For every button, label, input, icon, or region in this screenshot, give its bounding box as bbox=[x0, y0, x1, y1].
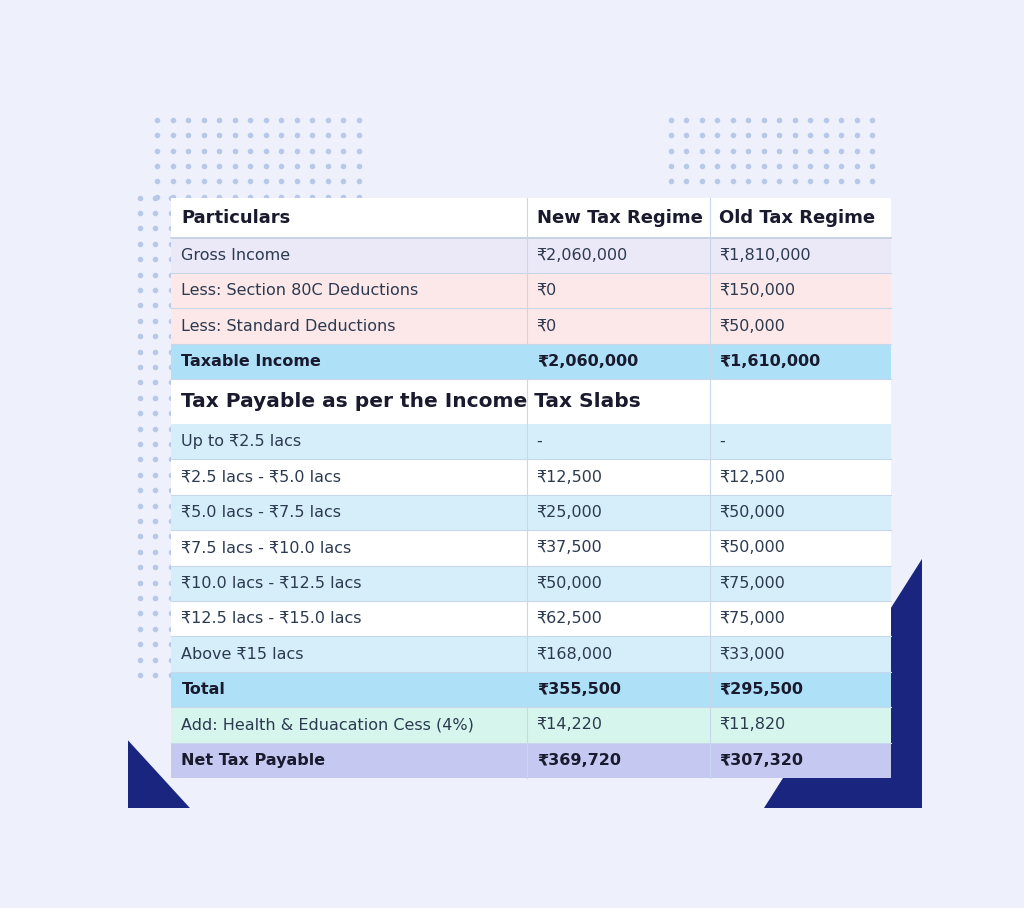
Text: Total: Total bbox=[181, 682, 225, 697]
Text: ₹150,000: ₹150,000 bbox=[719, 283, 796, 298]
Text: ₹0: ₹0 bbox=[537, 283, 557, 298]
Text: -: - bbox=[719, 434, 725, 449]
Text: ₹62,500: ₹62,500 bbox=[537, 611, 602, 627]
Text: Up to ₹2.5 lacs: Up to ₹2.5 lacs bbox=[181, 434, 302, 449]
Bar bbox=[171, 459, 891, 495]
Text: Old Tax Regime: Old Tax Regime bbox=[719, 209, 876, 226]
Text: Add: Health & Eduacation Cess (4%): Add: Health & Eduacation Cess (4%) bbox=[181, 717, 474, 733]
Text: ₹307,320: ₹307,320 bbox=[719, 753, 803, 768]
Bar bbox=[171, 637, 891, 672]
Bar bbox=[171, 424, 891, 459]
Text: ₹75,000: ₹75,000 bbox=[719, 576, 785, 591]
Text: Less: Section 80C Deductions: Less: Section 80C Deductions bbox=[181, 283, 419, 298]
Text: ₹14,220: ₹14,220 bbox=[537, 717, 603, 733]
Bar bbox=[171, 344, 891, 380]
Bar bbox=[171, 707, 891, 743]
Bar bbox=[171, 672, 891, 707]
Text: ₹50,000: ₹50,000 bbox=[719, 540, 785, 556]
Text: Net Tax Payable: Net Tax Payable bbox=[181, 753, 326, 768]
Text: Gross Income: Gross Income bbox=[181, 248, 291, 262]
Bar bbox=[171, 743, 891, 778]
Polygon shape bbox=[128, 740, 190, 808]
Text: New Tax Regime: New Tax Regime bbox=[537, 209, 702, 226]
Text: ₹33,000: ₹33,000 bbox=[719, 646, 784, 662]
Bar bbox=[171, 198, 891, 238]
Text: Particulars: Particulars bbox=[181, 209, 291, 226]
Text: Tax Payable as per the Income Tax Slabs: Tax Payable as per the Income Tax Slabs bbox=[181, 392, 641, 411]
Text: ₹168,000: ₹168,000 bbox=[537, 646, 613, 662]
Text: ₹10.0 lacs - ₹12.5 lacs: ₹10.0 lacs - ₹12.5 lacs bbox=[181, 576, 361, 591]
Bar bbox=[171, 273, 891, 309]
Text: ₹12,500: ₹12,500 bbox=[719, 469, 785, 485]
Text: ₹355,500: ₹355,500 bbox=[537, 682, 621, 697]
Bar bbox=[171, 601, 891, 637]
Bar bbox=[171, 566, 891, 601]
Text: ₹2.5 lacs - ₹5.0 lacs: ₹2.5 lacs - ₹5.0 lacs bbox=[181, 469, 341, 485]
Text: ₹7.5 lacs - ₹10.0 lacs: ₹7.5 lacs - ₹10.0 lacs bbox=[181, 540, 351, 556]
Text: ₹295,500: ₹295,500 bbox=[719, 682, 803, 697]
Bar bbox=[171, 309, 891, 344]
Text: ₹12,500: ₹12,500 bbox=[537, 469, 603, 485]
Bar bbox=[171, 198, 891, 778]
Text: Above ₹15 lacs: Above ₹15 lacs bbox=[181, 646, 304, 662]
Text: ₹50,000: ₹50,000 bbox=[719, 319, 785, 333]
Text: ₹1,810,000: ₹1,810,000 bbox=[719, 248, 811, 262]
Text: ₹12.5 lacs - ₹15.0 lacs: ₹12.5 lacs - ₹15.0 lacs bbox=[181, 611, 361, 627]
Bar bbox=[171, 238, 891, 273]
Text: ₹50,000: ₹50,000 bbox=[719, 505, 785, 520]
Text: ₹2,060,000: ₹2,060,000 bbox=[537, 354, 638, 369]
Bar bbox=[171, 495, 891, 530]
Text: Less: Standard Deductions: Less: Standard Deductions bbox=[181, 319, 396, 333]
Polygon shape bbox=[764, 540, 934, 808]
Text: ₹0: ₹0 bbox=[537, 319, 557, 333]
Text: ₹75,000: ₹75,000 bbox=[719, 611, 785, 627]
Text: ₹5.0 lacs - ₹7.5 lacs: ₹5.0 lacs - ₹7.5 lacs bbox=[181, 505, 341, 520]
Text: ₹2,060,000: ₹2,060,000 bbox=[537, 248, 628, 262]
Text: ₹11,820: ₹11,820 bbox=[719, 717, 785, 733]
Text: ₹50,000: ₹50,000 bbox=[537, 576, 602, 591]
Bar bbox=[171, 530, 891, 566]
Text: -: - bbox=[537, 434, 543, 449]
Text: Taxable Income: Taxable Income bbox=[181, 354, 322, 369]
Text: ₹1,610,000: ₹1,610,000 bbox=[719, 354, 820, 369]
Text: ₹25,000: ₹25,000 bbox=[537, 505, 602, 520]
Text: ₹369,720: ₹369,720 bbox=[537, 753, 621, 768]
Bar bbox=[171, 380, 891, 424]
Text: ₹37,500: ₹37,500 bbox=[537, 540, 602, 556]
